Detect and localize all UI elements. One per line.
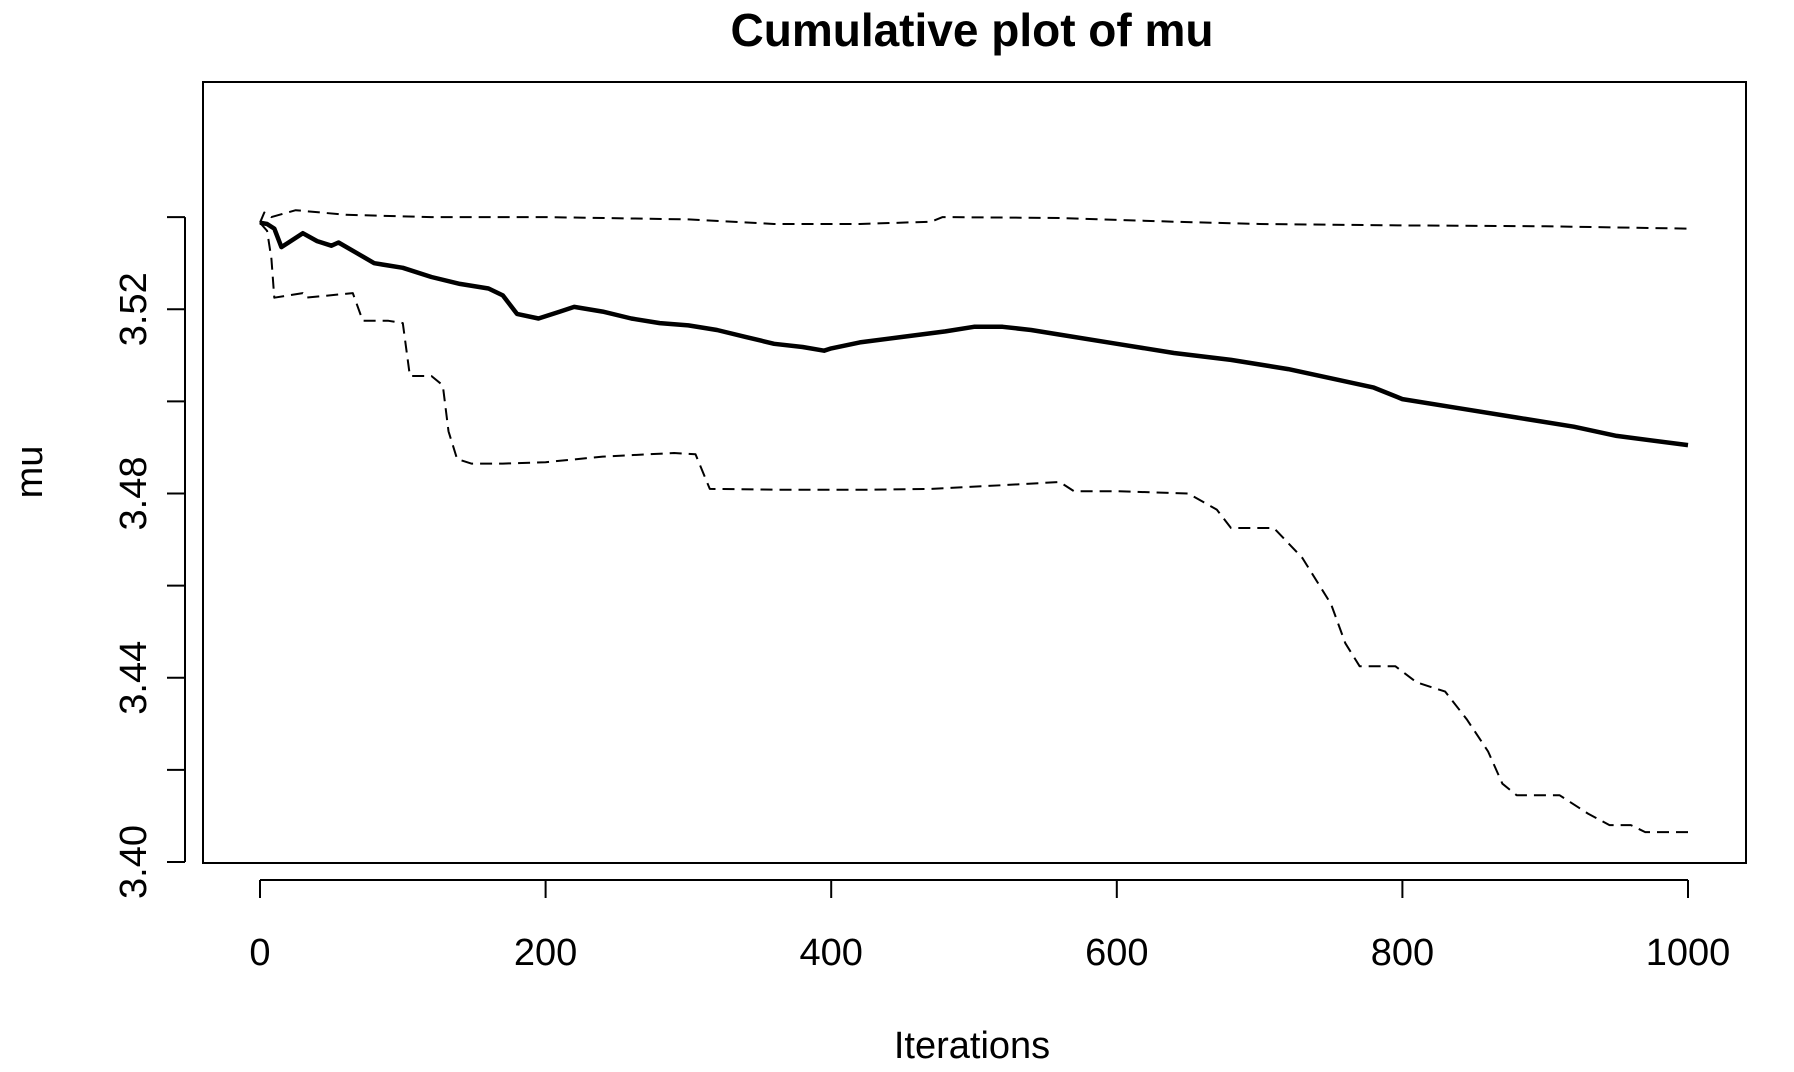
x-axis-label: Iterations xyxy=(894,1025,1050,1067)
series-line-bound xyxy=(259,222,1688,834)
x-tick-label: 200 xyxy=(514,932,577,974)
y-tick-label: 3.40 xyxy=(113,825,155,899)
plot-frame xyxy=(202,81,1747,864)
y-axis-label: mu xyxy=(9,446,51,499)
series-line-bound xyxy=(259,209,1689,230)
x-tick-label: 400 xyxy=(799,932,862,974)
x-axis: 0 200 400 600 800 1000 xyxy=(249,879,1731,974)
x-tick-label: 600 xyxy=(1085,932,1148,974)
series-layer xyxy=(259,209,1689,834)
y-axis: 3.40 3.44 3.48 3.52 xyxy=(113,216,186,899)
x-tick-label: 1000 xyxy=(1646,932,1731,974)
y-tick-label: 3.52 xyxy=(113,272,155,346)
series-line-cumulative xyxy=(259,220,1689,448)
y-tick-label: 3.44 xyxy=(113,641,155,715)
y-tick-label: 3.48 xyxy=(113,457,155,531)
x-tick-label: 0 xyxy=(249,932,270,974)
chart-title: Cumulative plot of mu xyxy=(731,4,1214,56)
x-tick-label: 800 xyxy=(1371,932,1434,974)
